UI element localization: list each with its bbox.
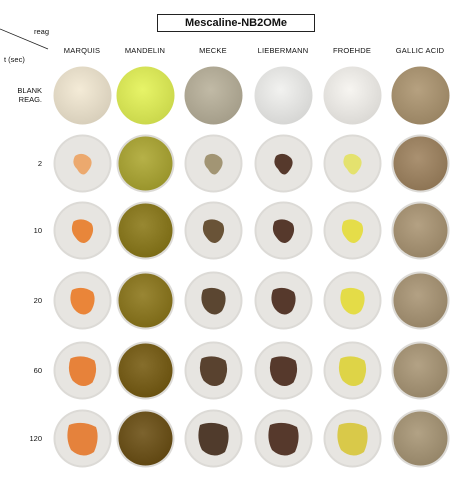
row-label-line: REAG. (18, 95, 42, 104)
well-liebermann-row-3 (254, 271, 313, 330)
chart-title: Mescaline-NB2OMe (157, 14, 315, 32)
well-dish (116, 66, 174, 124)
reaction-spot (200, 287, 226, 315)
reaction-spot (273, 153, 293, 175)
well-mandelin-row-2 (116, 201, 175, 260)
reaction-spot (267, 422, 299, 456)
reaction-spot (72, 153, 92, 175)
reaction-spot (272, 218, 294, 243)
well-gallic-acid-row-1 (391, 134, 450, 193)
well-froehde-row-4 (323, 341, 382, 400)
column-header-froehde: FROEHDE (332, 46, 372, 55)
row-label-line: 60 (33, 365, 42, 375)
row-label-4: 60 (0, 366, 42, 375)
well-mecke-row-0 (184, 66, 243, 125)
reaction-spot (69, 287, 95, 315)
reaction-spot (269, 355, 297, 386)
well-marquis-row-4 (53, 341, 112, 400)
reaction-spot (341, 218, 363, 243)
well-marquis-row-3 (53, 271, 112, 330)
row-label-line: 10 (33, 225, 42, 235)
row-label-3: 20 (0, 296, 42, 305)
row-label-line: 2 (37, 158, 42, 168)
well-gallic-acid-row-2 (391, 201, 450, 260)
row-label-1: 2 (0, 159, 42, 168)
column-header-marquis: MARQUIS (63, 46, 101, 55)
well-mandelin-row-4 (116, 341, 175, 400)
row-label-2: 10 (0, 226, 42, 235)
well-liebermann-row-1 (254, 134, 313, 193)
column-header-gallic-acid: GALLIC ACID (395, 46, 445, 55)
well-liebermann-row-0 (254, 66, 313, 125)
corner-time-label: t (sec) (4, 55, 25, 64)
well-dish (391, 66, 449, 124)
well-mecke-row-2 (184, 201, 243, 260)
reaction-spot (270, 287, 296, 315)
reaction-spot (68, 355, 96, 386)
reaction-spot (71, 218, 93, 243)
well-froehde-row-1 (323, 134, 382, 193)
well-dish (53, 66, 111, 124)
row-label-5: 120 (0, 434, 42, 443)
well-mandelin-row-3 (116, 271, 175, 330)
well-gallic-acid-row-5 (391, 409, 450, 468)
corner-divider-line (0, 28, 49, 50)
reaction-spot (338, 355, 366, 386)
well-liebermann-row-2 (254, 201, 313, 260)
well-mecke-row-5 (184, 409, 243, 468)
row-label-0: BLANK REAG. (0, 86, 42, 104)
well-liebermann-row-5 (254, 409, 313, 468)
well-froehde-row-0 (323, 66, 382, 125)
column-header-mandelin: MANDELIN (124, 46, 166, 55)
well-gallic-acid-row-0 (391, 66, 450, 125)
well-mecke-row-3 (184, 271, 243, 330)
well-dish (323, 66, 381, 124)
well-mecke-row-1 (184, 134, 243, 193)
well-marquis-row-0 (53, 66, 112, 125)
well-mandelin-row-5 (116, 409, 175, 468)
reaction-spot (202, 218, 224, 243)
well-gallic-acid-row-4 (391, 341, 450, 400)
well-dish (184, 66, 242, 124)
well-froehde-row-2 (323, 201, 382, 260)
reaction-spot (199, 355, 227, 386)
corner-reag-label: reag (34, 27, 50, 36)
reaction-spot (203, 153, 223, 175)
well-mandelin-row-0 (116, 66, 175, 125)
well-froehde-row-5 (323, 409, 382, 468)
well-marquis-row-5 (53, 409, 112, 468)
row-label-line: BLANK (17, 86, 42, 95)
reaction-spot (336, 422, 368, 456)
column-header-liebermann: LIEBERMANN (257, 46, 309, 55)
reaction-spot (342, 153, 362, 175)
reaction-spot (339, 287, 365, 315)
well-froehde-row-3 (323, 271, 382, 330)
well-marquis-row-2 (53, 201, 112, 260)
well-liebermann-row-4 (254, 341, 313, 400)
well-mandelin-row-1 (116, 134, 175, 193)
well-gallic-acid-row-3 (391, 271, 450, 330)
row-label-line: 120 (29, 433, 42, 443)
well-dish (254, 66, 312, 124)
well-mecke-row-4 (184, 341, 243, 400)
row-label-line: 20 (33, 295, 42, 305)
well-marquis-row-1 (53, 134, 112, 193)
reaction-spot (197, 422, 229, 456)
reaction-spot (66, 422, 98, 456)
column-header-mecke: MECKE (199, 46, 227, 55)
